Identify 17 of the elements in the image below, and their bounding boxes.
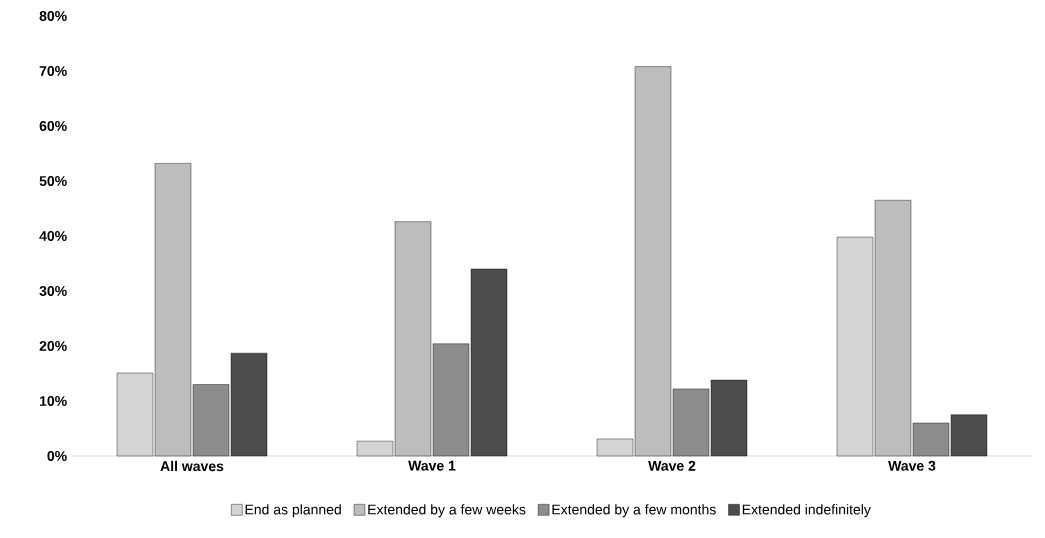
y-tick-label: 60% [39, 121, 67, 131]
x-tick-label: Wave 1 [408, 460, 456, 471]
y-tick-label: 70% [39, 66, 67, 76]
y-tick-label: 0% [47, 451, 67, 461]
legend-label: End as planned [245, 504, 341, 518]
y-tick-label: 50% [39, 176, 67, 186]
x-tick-label: All waves [160, 460, 224, 472]
y-tick-label: 10% [40, 396, 67, 406]
x-tick-label: Wave 3 [888, 460, 936, 471]
y-tick-label: 20% [39, 341, 67, 351]
legend-label: Extended by a few weeks [368, 504, 526, 518]
y-tick-label: 30% [39, 286, 67, 296]
legend-label: Extended indefinitely [742, 504, 871, 518]
legend-label: Extended by a few months [552, 504, 716, 518]
y-tick-label: 40% [39, 231, 67, 241]
y-tick-label: 80% [39, 11, 67, 21]
x-tick-label: Wave 2 [648, 460, 696, 471]
